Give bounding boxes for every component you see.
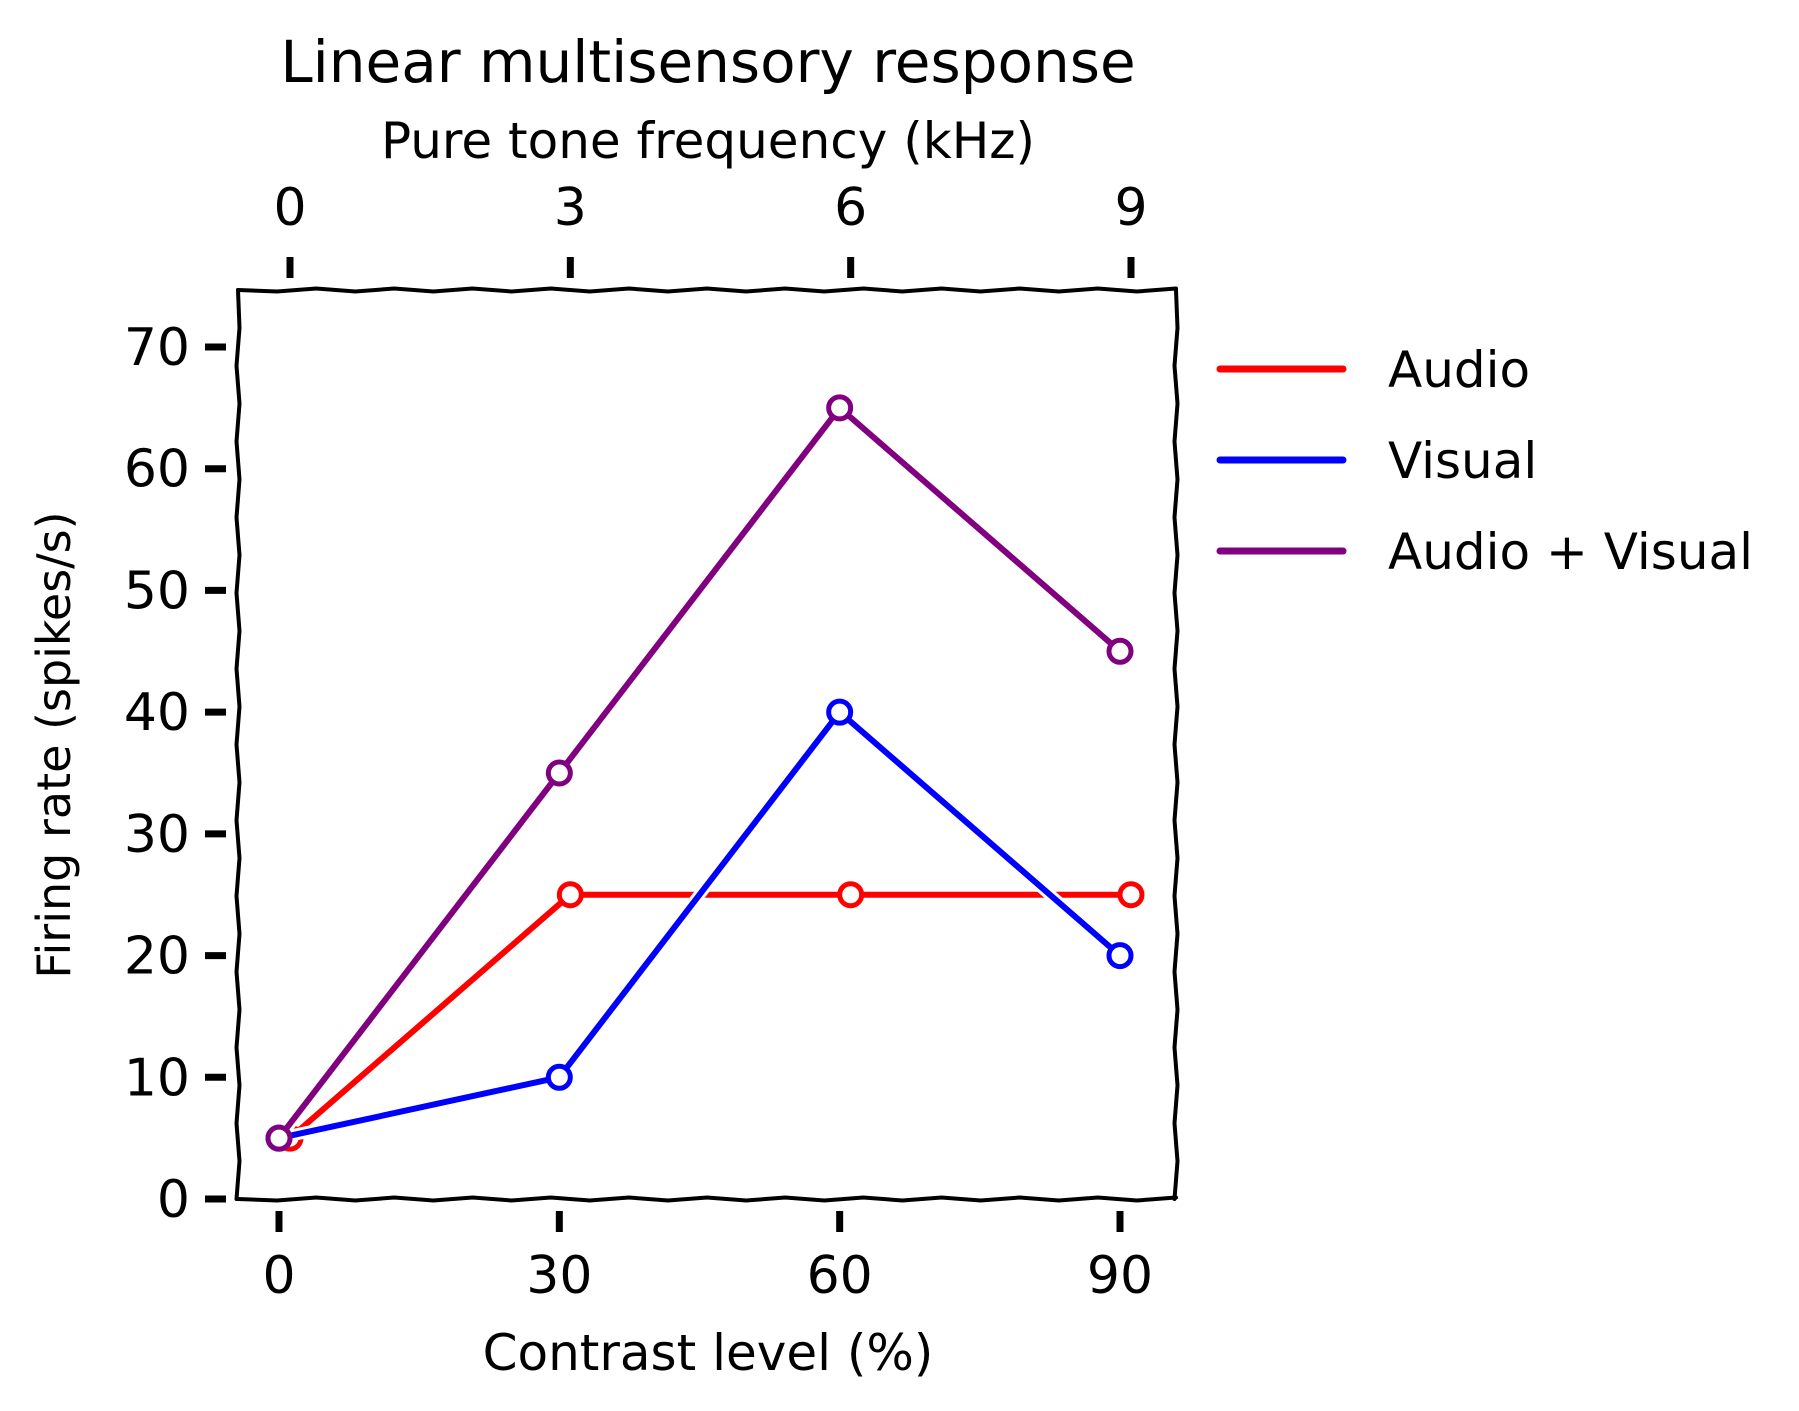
y-tick-label: 10 [124, 1048, 190, 1108]
frame-left [234, 288, 242, 1201]
series-line [276, 404, 1123, 1142]
y-tick-label: 0 [157, 1170, 190, 1230]
y-tick-label: 20 [124, 927, 190, 987]
x-axis-label: Contrast level (%) [483, 1324, 934, 1382]
data-point [265, 1124, 293, 1152]
data-point [545, 1063, 573, 1091]
plot-frame [234, 286, 1180, 1203]
y-axis-ticks: 0 10 20 30 40 50 60 70 [124, 318, 226, 1230]
x-tick-label: 30 [526, 1246, 592, 1306]
data-point [1106, 637, 1134, 665]
series-line [287, 891, 1134, 1142]
data-point [1117, 881, 1145, 909]
legend-item: Visual [1216, 432, 1537, 490]
legend-label: Audio + Visual [1388, 523, 1753, 581]
data-point [545, 759, 573, 787]
series-layer [265, 394, 1145, 1152]
y-tick-label: 50 [124, 561, 190, 621]
chart-title: Linear multisensory response [280, 28, 1135, 96]
top-axis-ticks: 0 3 6 9 [273, 178, 1148, 278]
x-tick-label: 90 [1087, 1246, 1153, 1306]
y-tick-label: 70 [124, 318, 190, 378]
series-line [276, 709, 1123, 1142]
legend-item: Audio [1216, 341, 1530, 399]
y-tick-label: 30 [124, 805, 190, 865]
frame-bottom [236, 1195, 1178, 1203]
data-point [556, 881, 584, 909]
frame-top [236, 286, 1178, 294]
legend-label: Audio [1388, 341, 1530, 399]
y-axis-label: Firing rate (spikes/s) [27, 511, 81, 978]
x-tick-label: 0 [262, 1246, 295, 1306]
y-tick-label: 60 [124, 440, 190, 500]
top-tick-label: 3 [554, 178, 587, 238]
series-line-halo [284, 888, 1137, 1145]
series-line-halo [273, 706, 1126, 1145]
top-tick-label: 9 [1114, 178, 1147, 238]
data-point [1106, 942, 1134, 970]
x-tick-label: 60 [807, 1246, 873, 1306]
top-tick-label: 6 [834, 178, 867, 238]
data-point [837, 881, 865, 909]
legend-item: Audio + Visual [1216, 523, 1753, 581]
data-point [826, 394, 854, 422]
series-audio-visual [265, 394, 1134, 1152]
legend: Audio Visual Audio + Visual [1216, 341, 1753, 581]
y-tick-label: 40 [124, 683, 190, 743]
series-visual [265, 698, 1134, 1152]
top-axis-label: Pure tone frequency (kHz) [381, 112, 1035, 170]
frame-right [1172, 288, 1180, 1201]
data-point [826, 698, 854, 726]
series-line-halo [273, 401, 1126, 1145]
x-axis-ticks: 0 30 60 90 [262, 1211, 1153, 1306]
top-tick-label: 0 [273, 178, 306, 238]
legend-label: Visual [1388, 432, 1537, 490]
